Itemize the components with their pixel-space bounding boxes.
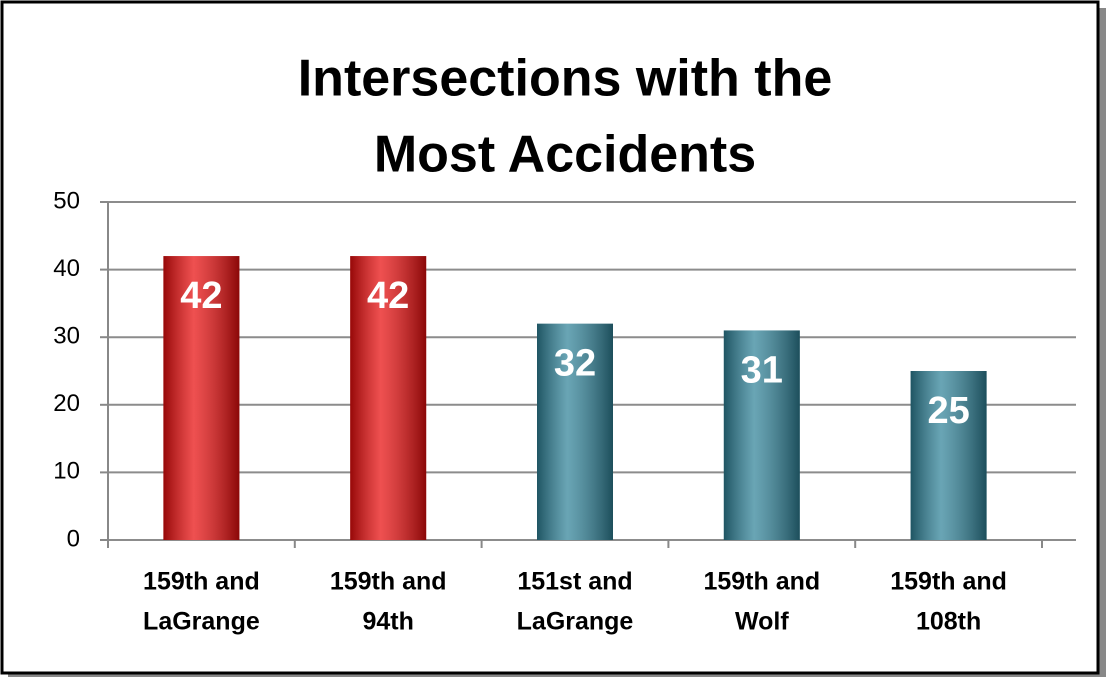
x-tick-label: 159th and — [890, 568, 1007, 596]
data-label: 42 — [367, 275, 409, 317]
bar-shading — [723, 330, 800, 540]
x-tick-label: 151st and — [517, 568, 632, 596]
bar-shading — [163, 256, 240, 540]
x-tick-label: Wolf — [735, 608, 789, 636]
y-tick-label: 30 — [53, 323, 80, 350]
x-tick-label: LaGrange — [517, 608, 634, 636]
y-tick-label: 20 — [53, 390, 80, 417]
y-tick-label: 0 — [67, 525, 80, 552]
x-tick-label: 159th and — [143, 568, 260, 596]
x-tick-label: 159th and — [330, 568, 447, 596]
bar-shading — [537, 323, 613, 540]
bar-shading — [350, 256, 427, 540]
chart-title: Intersections with the — [298, 50, 833, 108]
x-tick-label: LaGrange — [143, 608, 260, 636]
bar-shading — [910, 371, 987, 540]
data-label: 25 — [927, 390, 969, 432]
data-label: 31 — [741, 349, 783, 391]
data-label: 32 — [554, 343, 596, 385]
x-tick-label: 94th — [362, 608, 413, 636]
y-tick-label: 50 — [53, 187, 80, 214]
y-tick-label: 10 — [53, 458, 80, 485]
y-tick-label: 40 — [53, 255, 80, 282]
chart-title: Most Accidents — [374, 126, 756, 184]
x-tick-label: 108th — [916, 608, 981, 636]
x-tick-label: 159th and — [703, 568, 820, 596]
data-label: 42 — [180, 275, 222, 317]
